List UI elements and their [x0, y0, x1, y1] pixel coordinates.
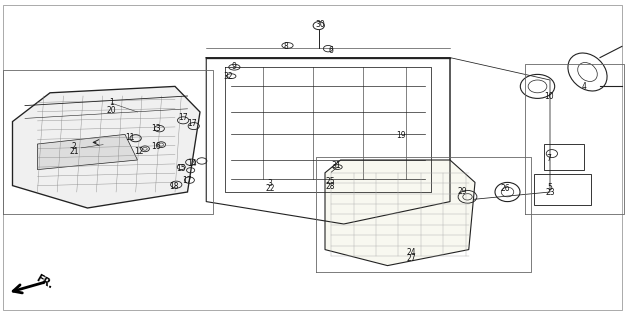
Text: 12: 12	[134, 147, 144, 156]
Text: 23: 23	[545, 188, 555, 197]
Text: 5: 5	[548, 183, 552, 192]
Text: 26: 26	[500, 184, 510, 193]
Text: 13: 13	[151, 124, 161, 132]
Text: 24: 24	[406, 248, 416, 257]
Polygon shape	[38, 134, 138, 170]
Text: 31: 31	[331, 161, 341, 170]
Text: 8: 8	[283, 42, 288, 51]
Text: FR.: FR.	[34, 273, 55, 291]
Text: 11: 11	[125, 133, 135, 142]
Text: 17: 17	[188, 119, 198, 128]
Text: 14: 14	[188, 159, 198, 168]
Text: 2: 2	[71, 142, 76, 151]
Text: 25: 25	[325, 177, 335, 186]
Text: 18: 18	[169, 182, 179, 191]
Text: 3: 3	[268, 179, 272, 188]
Text: 6: 6	[329, 46, 334, 55]
Text: 29: 29	[458, 188, 468, 196]
Text: 10: 10	[544, 92, 554, 100]
Text: 7: 7	[546, 154, 551, 163]
Text: 21: 21	[69, 147, 79, 156]
Text: 27: 27	[406, 254, 416, 263]
Text: 22: 22	[265, 184, 275, 193]
Bar	[544, 144, 584, 170]
Text: 4: 4	[582, 82, 587, 91]
Text: 19: 19	[396, 131, 406, 140]
Text: 28: 28	[325, 182, 335, 191]
Text: 9: 9	[232, 62, 237, 71]
Polygon shape	[12, 86, 200, 208]
Text: 20: 20	[106, 106, 116, 115]
Polygon shape	[325, 160, 475, 266]
Text: 1: 1	[109, 98, 114, 107]
Text: 17: 17	[178, 113, 188, 122]
Text: 32: 32	[223, 72, 233, 81]
Text: 30: 30	[315, 20, 325, 28]
Text: 17: 17	[182, 176, 192, 185]
Text: 16: 16	[151, 142, 161, 151]
Bar	[534, 174, 591, 205]
Text: 15: 15	[176, 164, 186, 173]
